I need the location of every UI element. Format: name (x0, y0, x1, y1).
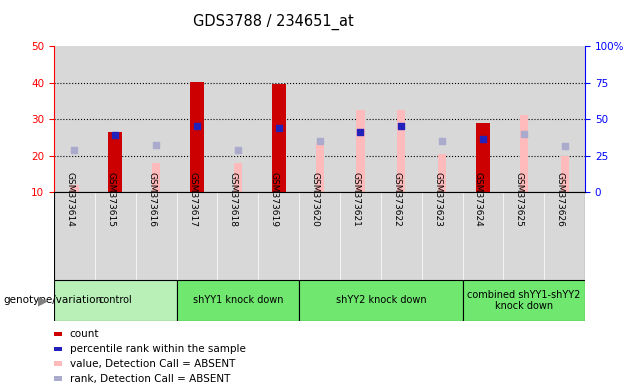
Bar (95, 46, 135, 192)
Point (478, 136, 488, 142)
Text: GSM373619: GSM373619 (270, 172, 279, 227)
Point (233, 147, 243, 153)
Bar (177, 46, 218, 192)
Bar (299, 46, 340, 192)
Text: genotype/variation: genotype/variation (3, 295, 102, 306)
Bar (135, 46, 177, 192)
Text: GSM373620: GSM373620 (310, 172, 320, 227)
Bar (135, 192, 177, 280)
Bar (504, 192, 544, 280)
Bar (152, 163, 160, 192)
Bar (544, 192, 585, 280)
Text: GSM373625: GSM373625 (515, 172, 524, 227)
Text: shYY1 knock down: shYY1 knock down (193, 295, 283, 306)
Bar (54, 376, 62, 381)
Text: rank, Detection Call = ABSENT: rank, Detection Call = ABSENT (70, 374, 230, 384)
Bar (340, 46, 381, 192)
Bar (476, 123, 490, 192)
Bar (54, 346, 62, 351)
Text: GSM373617: GSM373617 (188, 172, 197, 227)
Bar (560, 156, 569, 192)
Bar (218, 192, 258, 280)
Bar (108, 132, 123, 192)
Text: percentile rank within the sample: percentile rank within the sample (70, 344, 245, 354)
Bar (299, 192, 340, 280)
Text: GSM373626: GSM373626 (556, 172, 565, 227)
Bar (398, 110, 405, 192)
Text: count: count (70, 329, 99, 339)
Bar (95, 192, 135, 280)
Bar (504, 46, 544, 192)
Point (560, 143, 570, 149)
Bar (54, 192, 95, 280)
Bar (190, 82, 204, 192)
Bar (381, 46, 422, 192)
Text: ▶: ▶ (38, 294, 48, 307)
Text: GSM373618: GSM373618 (229, 172, 238, 227)
Bar (218, 46, 258, 192)
Bar (315, 143, 324, 192)
Bar (340, 192, 381, 280)
Point (396, 123, 406, 129)
Text: combined shYY1-shYY2
knock down: combined shYY1-shYY2 knock down (467, 290, 581, 311)
Text: GSM373621: GSM373621 (352, 172, 361, 227)
Bar (438, 154, 446, 192)
Bar (177, 192, 218, 280)
Bar (177, 280, 299, 321)
Text: control: control (99, 295, 132, 306)
Text: GSM373614: GSM373614 (66, 172, 74, 227)
Bar (422, 46, 462, 192)
Bar (234, 163, 242, 192)
Bar (356, 110, 364, 192)
Bar (520, 115, 528, 192)
Point (110, 132, 120, 139)
Bar (54, 46, 95, 192)
Point (437, 138, 447, 144)
Text: GSM373615: GSM373615 (106, 172, 115, 227)
Bar (381, 192, 422, 280)
Point (151, 142, 162, 148)
Point (356, 129, 366, 135)
Bar (422, 192, 462, 280)
Text: GSM373616: GSM373616 (147, 172, 156, 227)
Bar (71, 185, 79, 192)
Bar (462, 46, 504, 192)
Point (69, 147, 80, 153)
Bar (258, 192, 299, 280)
Point (192, 123, 202, 129)
Point (519, 131, 529, 137)
Text: GSM373622: GSM373622 (392, 172, 401, 227)
Point (315, 138, 325, 144)
Bar (54, 332, 62, 336)
Text: GSM373624: GSM373624 (474, 172, 483, 227)
Bar (544, 46, 585, 192)
Text: shYY2 knock down: shYY2 knock down (336, 295, 426, 306)
Bar (258, 46, 299, 192)
Bar (462, 192, 504, 280)
Point (273, 125, 284, 131)
Bar (272, 84, 286, 192)
Text: value, Detection Call = ABSENT: value, Detection Call = ABSENT (70, 359, 235, 369)
Text: GSM373623: GSM373623 (433, 172, 442, 227)
Bar (54, 361, 62, 366)
Bar (299, 280, 462, 321)
Bar (54, 280, 177, 321)
Text: GDS3788 / 234651_at: GDS3788 / 234651_at (193, 13, 354, 30)
Bar (462, 280, 585, 321)
